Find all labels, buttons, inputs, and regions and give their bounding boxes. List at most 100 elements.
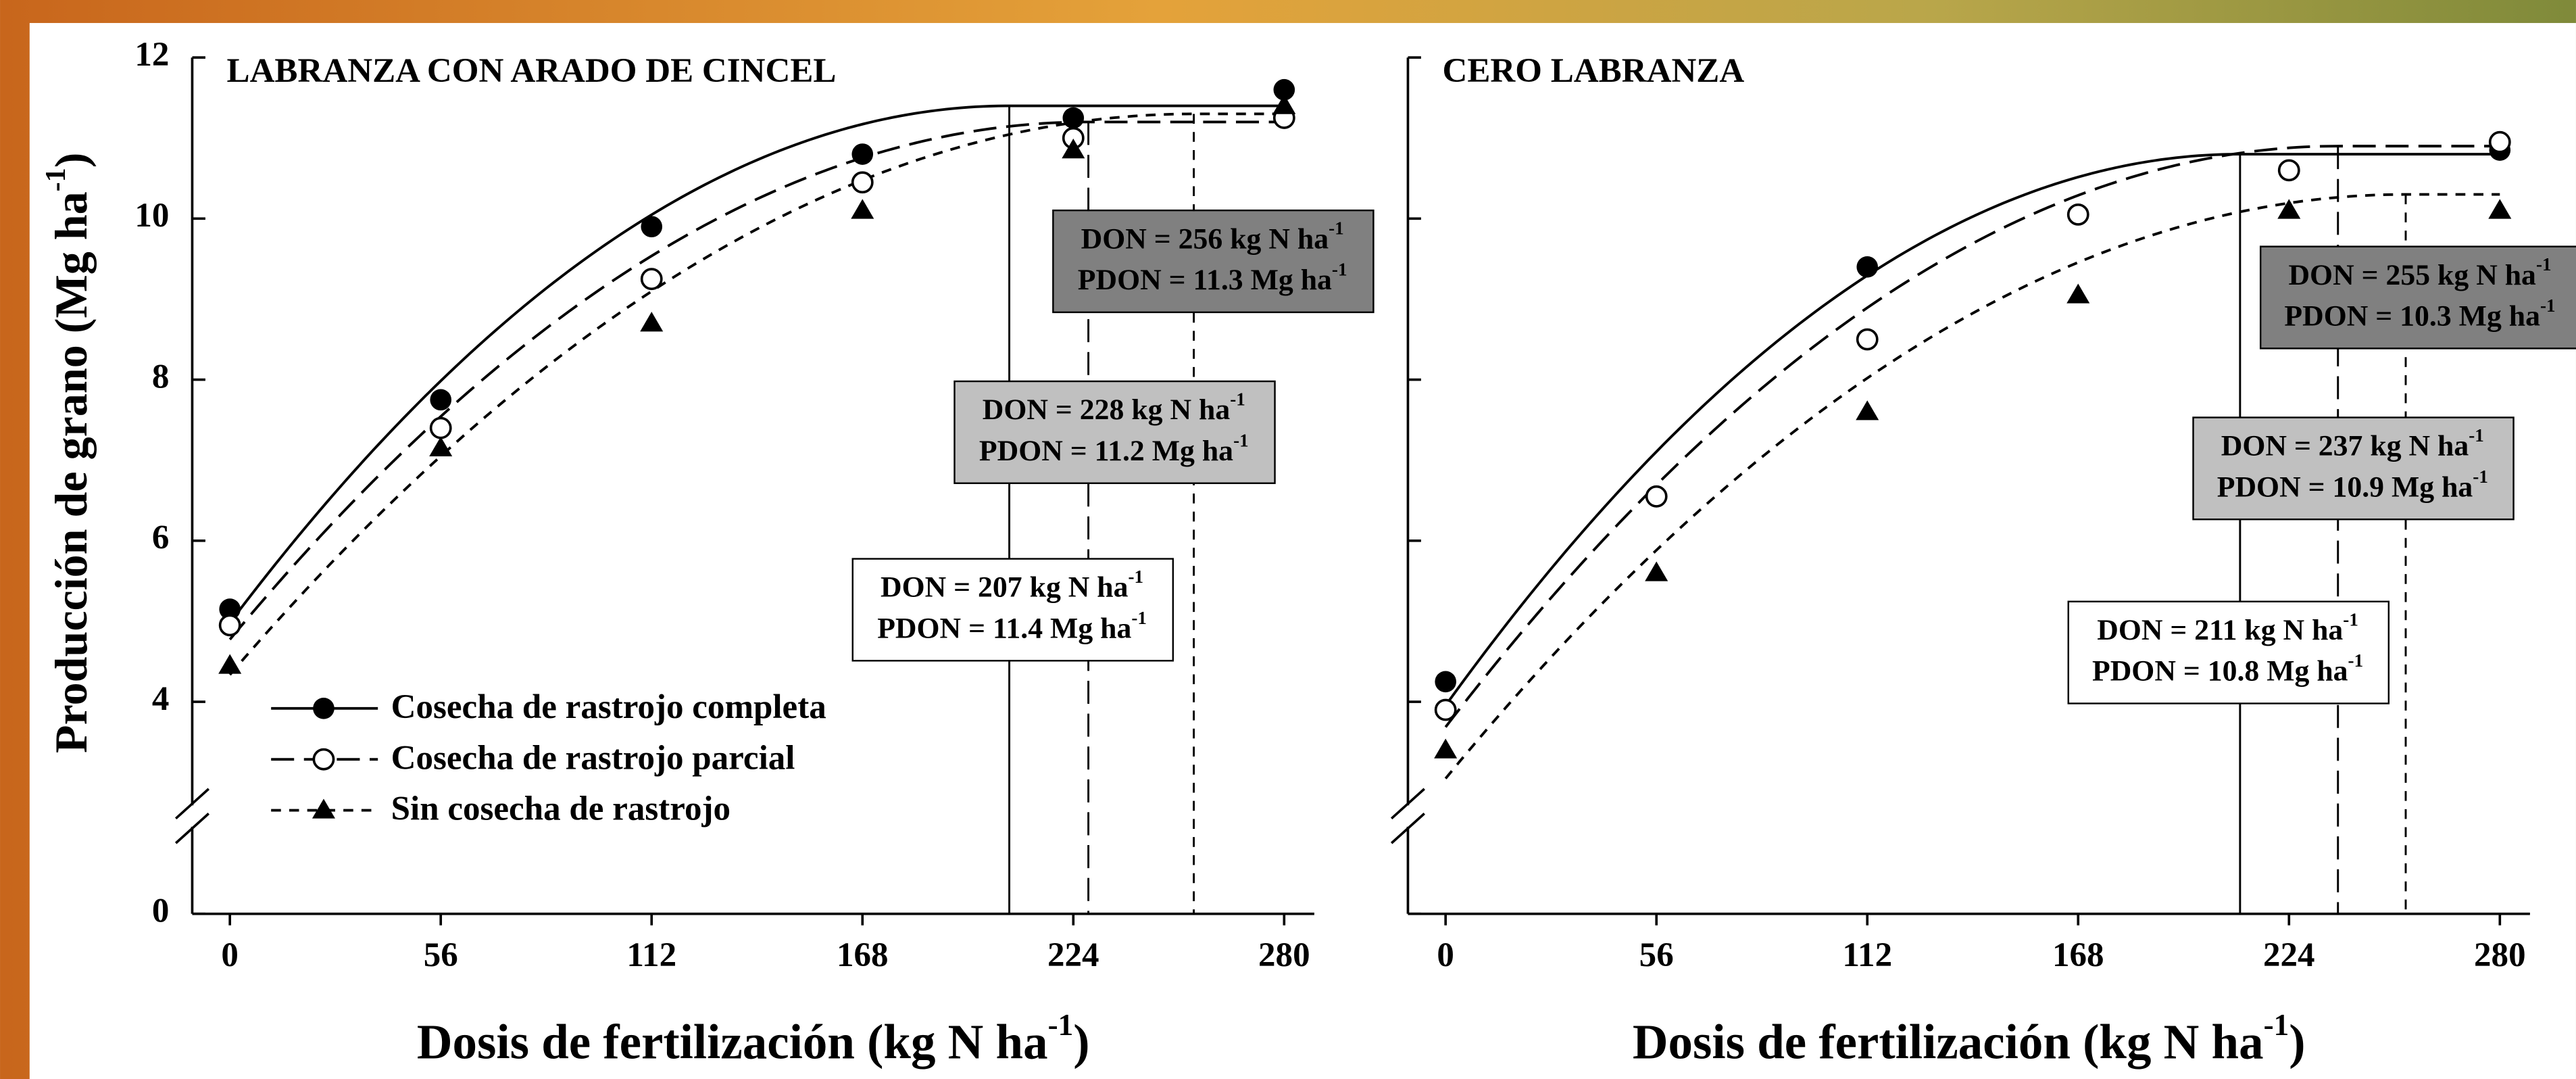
x-tick-label: 280	[1258, 936, 1310, 974]
marker	[1645, 485, 1668, 508]
legend-label: Cosecha de rastrojo parcial	[391, 739, 795, 777]
annotation: PDON = 11.2 Mg ha-1	[979, 431, 1249, 467]
annotation-part: -1	[1329, 218, 1344, 239]
annotation-part: DON = 207 kg N ha	[881, 571, 1129, 604]
annotation: DON = 256 kg N ha-1	[1081, 218, 1344, 255]
x-tick-label: 56	[424, 936, 458, 974]
fit-curve	[228, 112, 1285, 676]
annotation: DON = 228 kg N ha-1	[983, 389, 1245, 426]
fit-curve	[1444, 145, 2500, 728]
marker	[1856, 328, 1879, 351]
x-tick-label: 224	[2263, 936, 2315, 974]
axis-break	[1390, 788, 1425, 820]
y-axis-label-part: Producción de grano (Mg ha	[45, 191, 96, 753]
annotation-part: DON = 211 kg N ha	[2097, 614, 2343, 646]
chart-area	[29, 23, 2576, 1079]
axis-break	[1390, 813, 1425, 844]
annotation-part: -1	[1230, 389, 1245, 410]
marker	[851, 143, 874, 165]
x-tick-label: 224	[1047, 936, 1099, 974]
fit-curve	[1444, 193, 2500, 780]
x-tick-label: 112	[1842, 936, 1892, 974]
annotation-part: -1	[2536, 254, 2552, 274]
axis-break	[174, 788, 210, 820]
annotation-part: -1	[2540, 295, 2556, 316]
legend-marker	[312, 798, 335, 819]
y-tick-label: 12	[134, 36, 169, 74]
y-tick-label: 8	[152, 358, 170, 395]
marker	[851, 171, 874, 194]
annotation-part: PDON = 11.4 Mg ha	[877, 613, 1131, 645]
annotation-box	[2067, 600, 2390, 704]
annotation-part: PDON = 11.3 Mg ha	[1078, 264, 1332, 296]
annotation-box	[1052, 209, 1374, 314]
annotation-part: DON = 256 kg N ha	[1081, 222, 1329, 255]
fit-curve	[228, 104, 1285, 624]
marker	[2277, 199, 2301, 219]
marker	[1435, 671, 1456, 693]
fit-curve	[228, 120, 1285, 641]
annotation: PDON = 11.4 Mg ha-1	[877, 608, 1147, 644]
x-axis-label-part: -1	[1048, 1008, 1074, 1042]
annotation: PDON = 10.8 Mg ha-1	[2092, 650, 2363, 687]
fit-curve	[1444, 153, 2500, 706]
annotation-box	[851, 558, 1174, 662]
x-tick-label: 280	[2474, 936, 2526, 974]
annotation-part: -1	[1233, 431, 1249, 451]
marker	[430, 389, 452, 411]
annotation: PDON = 10.3 Mg ha-1	[2284, 295, 2555, 332]
x-axis-label: Dosis de fertilización (kg N ha-1)	[417, 1008, 1090, 1069]
annotation-part: -1	[2348, 650, 2364, 671]
marker	[1645, 561, 1668, 581]
annotation-part: PDON = 11.2 Mg ha	[979, 435, 1233, 467]
marker	[218, 614, 241, 637]
x-tick-label: 0	[221, 936, 239, 974]
x-tick-label: 168	[837, 936, 889, 974]
annotation: PDON = 10.9 Mg ha-1	[2217, 466, 2488, 503]
x-tick-label: 0	[1437, 936, 1454, 974]
annotation: DON = 255 kg N ha-1	[2288, 254, 2551, 291]
annotation-part: -1	[2473, 466, 2488, 487]
marker	[2066, 203, 2089, 226]
marker	[640, 312, 664, 332]
marker	[640, 268, 663, 291]
annotation-part: -1	[2343, 610, 2358, 630]
x-axis-label-part: )	[1073, 1014, 1089, 1069]
marker	[219, 598, 241, 620]
x-tick-label: 112	[626, 936, 676, 974]
y-tick-label: 10	[134, 197, 169, 235]
y-tick-label: 6	[152, 519, 170, 557]
annotation-part: -1	[1332, 260, 1347, 280]
annotation: DON = 237 kg N ha-1	[2221, 425, 2484, 462]
annotation-box	[2259, 245, 2576, 350]
y-axis-label: Producción de grano (Mg ha-1)	[40, 153, 97, 753]
y-tick-label: 4	[152, 680, 170, 718]
x-axis-label-part: )	[2289, 1014, 2305, 1069]
annotation-part: PDON = 10.9 Mg ha	[2217, 471, 2473, 504]
legend-marker	[312, 748, 335, 771]
marker	[1272, 94, 1296, 114]
chart-title: LABRANZA CON ARADO DE CINCEL	[227, 52, 837, 90]
marker	[218, 654, 242, 674]
marker	[1434, 698, 1457, 721]
chart-title: CERO LABRANZA	[1443, 52, 1745, 90]
y-tick-label: 0	[152, 892, 170, 930]
annotation-part: -1	[1129, 567, 1144, 587]
x-axis-label-part: Dosis de fertilización (kg N ha	[1633, 1014, 2264, 1069]
marker	[851, 199, 874, 219]
x-axis-label: Dosis de fertilización (kg N ha-1)	[1633, 1008, 2306, 1069]
annotation-part: DON = 228 kg N ha	[983, 393, 1231, 426]
y-axis-label-part: -1	[40, 168, 72, 191]
legend-label: Cosecha de rastrojo completa	[391, 688, 826, 726]
marker	[2488, 199, 2512, 219]
x-axis-label-part: -1	[2264, 1008, 2289, 1042]
marker	[1856, 400, 1879, 421]
marker	[1062, 107, 1085, 129]
annotation-part: DON = 237 kg N ha	[2221, 430, 2469, 462]
annotation-part: DON = 255 kg N ha	[2288, 259, 2536, 291]
x-axis-label-part: Dosis de fertilización (kg N ha	[417, 1014, 1048, 1069]
annotation: DON = 211 kg N ha-1	[2097, 610, 2358, 646]
marker	[1062, 139, 1085, 159]
